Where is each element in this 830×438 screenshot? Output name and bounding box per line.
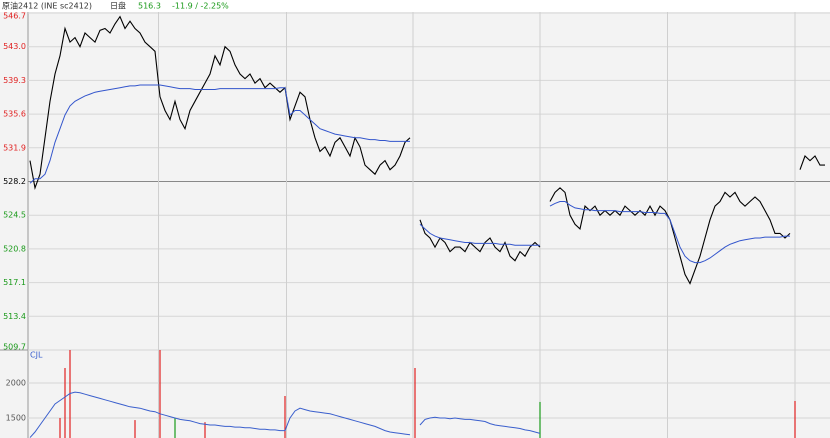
y-tick-label: 520.8 — [3, 244, 26, 253]
y-tick-label: 2000 — [6, 378, 26, 387]
y-tick-label: 531.9 — [3, 143, 26, 152]
series-line — [29, 391, 541, 438]
series-line — [29, 84, 790, 264]
panel-title: CJL — [30, 351, 43, 360]
y-tick-label: 546.7 — [3, 12, 26, 21]
y-tick-label: 528.2 — [3, 177, 26, 186]
symbol[interactable]: 原油2412 (INE sc2412) — [2, 1, 92, 11]
y-tick-label: 1500 — [6, 413, 26, 422]
header-bar — [0, 0, 830, 12]
y-tick-label: 513.4 — [3, 312, 26, 321]
y-tick-label: 517.1 — [3, 278, 26, 287]
y-tick-label: 535.6 — [3, 110, 26, 119]
y-tick-label: 509.7 — [3, 343, 26, 352]
plot — [29, 350, 796, 438]
series-line — [29, 15, 825, 285]
y-tick-label: 543.0 — [3, 42, 26, 51]
session[interactable]: 日盘 — [110, 1, 126, 11]
y-tick-label: 524.5 — [3, 211, 26, 220]
last-price: 516.3 — [138, 2, 161, 11]
y-tick-label: 539.3 — [3, 76, 26, 85]
change: -11.9 / -2.25% — [172, 2, 229, 11]
plot — [29, 15, 825, 285]
